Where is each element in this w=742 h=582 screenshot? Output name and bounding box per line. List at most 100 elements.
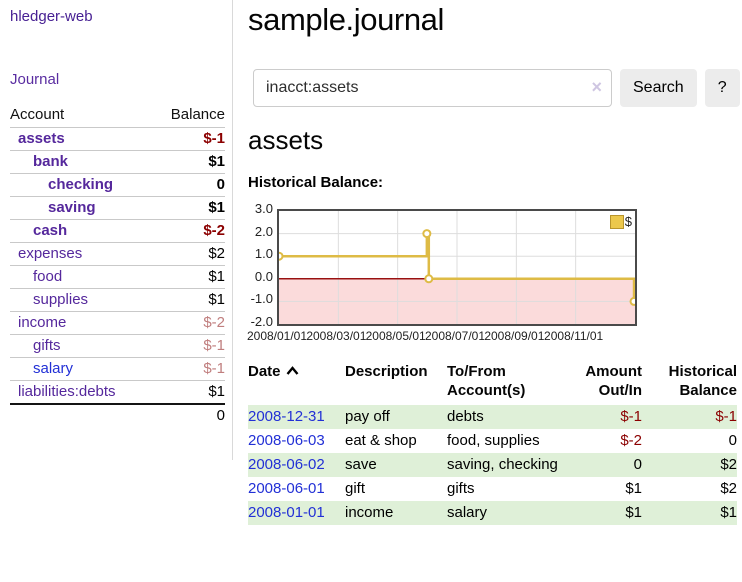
chart-x-tick-label: 2008/03/01: [306, 329, 367, 343]
register-header-row: Date Description To/From Account(s) Amou…: [248, 362, 737, 405]
transaction-balance: $2: [720, 480, 737, 497]
account-heading: assets: [248, 125, 324, 155]
sidebar: hledger-web Journal Account Balance asse…: [0, 0, 233, 460]
account-balance: $1: [152, 380, 225, 405]
accounts-total-balance: 0: [152, 403, 225, 427]
account-link-cash[interactable]: cash: [33, 222, 68, 239]
transaction-balance: $-1: [642, 405, 737, 429]
sort-ascending-icon: [286, 366, 298, 375]
account-balance: $2: [152, 242, 225, 266]
chart-point: [422, 229, 432, 239]
brand-link[interactable]: hledger-web: [10, 8, 93, 25]
account-link-expenses[interactable]: expenses: [18, 245, 83, 262]
register-header-date-label: Date: [248, 363, 281, 380]
chart-y-tick-label: -1.0: [250, 291, 273, 307]
transaction-balance: $1: [642, 501, 737, 525]
account-link-supplies[interactable]: supplies: [33, 291, 89, 308]
register-header-balance: Historical Balance: [668, 363, 737, 399]
chart-x-tick-label: 2008/07/01: [424, 329, 486, 343]
account-balance: $1: [152, 288, 225, 312]
search-input[interactable]: [253, 69, 612, 107]
legend-swatch-icon: [609, 214, 624, 229]
account-row: supplies $1: [10, 288, 225, 312]
account-row: gifts $-1: [10, 334, 225, 358]
transaction-amount: $1: [559, 501, 642, 525]
accounts-table: Account Balance assets $-1 bank $1 check…: [10, 104, 225, 427]
account-row: salary $-1: [10, 357, 225, 381]
transaction-accounts: debts: [447, 405, 559, 429]
transaction-description: pay off: [345, 405, 447, 429]
transaction-description: eat & shop: [345, 432, 417, 449]
legend-label: $: [624, 214, 632, 229]
transaction-date-link[interactable]: 2008-12-31: [248, 408, 325, 425]
account-link-assets[interactable]: assets: [18, 130, 65, 147]
page-title: sample.journal: [248, 2, 445, 37]
account-balance: $-1: [152, 334, 225, 358]
transaction-balance: $2: [642, 453, 737, 477]
account-balance: $1: [152, 196, 225, 220]
chart-x-tick-label: 2008/05/01: [365, 329, 426, 343]
register-row: 2008-06-03 eat & shop food, supplies $-2…: [248, 429, 737, 453]
transaction-amount: $-1: [559, 405, 642, 429]
account-link-salary[interactable]: salary: [33, 360, 74, 377]
transaction-date-link[interactable]: 2008-06-03: [248, 432, 325, 449]
account-link-bank[interactable]: bank: [33, 153, 69, 170]
transaction-accounts: gifts: [447, 480, 475, 497]
chart-point: [629, 296, 635, 306]
account-link-gifts[interactable]: gifts: [33, 337, 61, 354]
clear-search-icon[interactable]: ×: [591, 77, 602, 97]
accounts-header-account: Account: [10, 104, 153, 128]
account-link-saving[interactable]: saving: [48, 199, 96, 216]
historical-balance-chart: $ 3.0 2.0 1.0 0.0 -1.0 -2.0 2008/01/01 2008/03/…: [245, 201, 675, 345]
transaction-description: save: [345, 453, 447, 477]
register-row: 2008-06-01 gift gifts $1 $2: [248, 477, 737, 501]
chart-y-tick-label: 0.0: [254, 268, 273, 284]
account-balance: $-1: [152, 357, 225, 381]
main-content: sample.journal × Search ? assets Histori…: [245, 0, 742, 582]
account-link-liabilities-debts[interactable]: liabilities:debts: [18, 383, 116, 400]
transaction-amount: $-2: [620, 432, 642, 449]
chart-point: [424, 274, 434, 284]
register-row: 2008-12-31 pay off debts $-1 $-1: [248, 405, 737, 429]
transaction-accounts: food, supplies: [447, 432, 540, 449]
chart-y-tick-label: 2.0: [254, 223, 273, 239]
register-row: 2008-06-02 save saving, checking 0 $2: [248, 453, 737, 477]
transaction-amount: $1: [625, 480, 642, 497]
transaction-date-link[interactable]: 2008-06-01: [248, 480, 325, 497]
search-button[interactable]: Search: [620, 69, 697, 107]
account-link-income[interactable]: income: [18, 314, 67, 331]
transaction-date-link[interactable]: 2008-06-02: [248, 456, 325, 473]
register-row: 2008-01-01 income salary $1 $1: [248, 501, 737, 525]
register-table: Date Description To/From Account(s) Amou…: [248, 362, 737, 525]
transaction-amount: 0: [559, 453, 642, 477]
account-balance: $1: [152, 150, 225, 174]
chart-x-tick-label: 2008/01/01: [246, 329, 308, 343]
account-row: liabilities:debts $1: [10, 380, 225, 405]
transaction-description: gift: [345, 480, 366, 497]
chart-title: Historical Balance:: [248, 174, 384, 191]
register-header-date[interactable]: Date: [248, 362, 345, 405]
historical-balance-chart-plot: $: [277, 209, 637, 326]
account-row: expenses $2: [10, 242, 225, 266]
account-balance: $1: [152, 265, 225, 289]
chart-x-tick-label: 2008/11/01: [544, 329, 604, 343]
transaction-date-link[interactable]: 2008-01-01: [248, 504, 325, 521]
register-header-description: Description: [345, 363, 428, 380]
transaction-accounts: salary: [447, 501, 559, 525]
help-button[interactable]: ?: [704, 69, 740, 107]
transaction-accounts: saving, checking: [447, 453, 559, 477]
account-link-checking[interactable]: checking: [48, 176, 114, 193]
nav-journal-link[interactable]: Journal: [10, 71, 60, 88]
chart-canvas: [279, 211, 635, 324]
account-row: income $-2: [10, 311, 225, 335]
account-link-food[interactable]: food: [33, 268, 63, 285]
chart-y-tick-label: -2.0: [250, 314, 273, 329]
search-form: × Search ?: [253, 69, 740, 107]
transaction-description: income: [345, 501, 447, 525]
register-header-amount: Amount Out/In: [585, 363, 642, 399]
account-row: bank $1: [10, 150, 225, 174]
account-row: saving $1: [10, 196, 225, 220]
chart-x-tick-label: 2008/09/01: [484, 329, 545, 343]
account-row: assets $-1: [10, 127, 225, 151]
